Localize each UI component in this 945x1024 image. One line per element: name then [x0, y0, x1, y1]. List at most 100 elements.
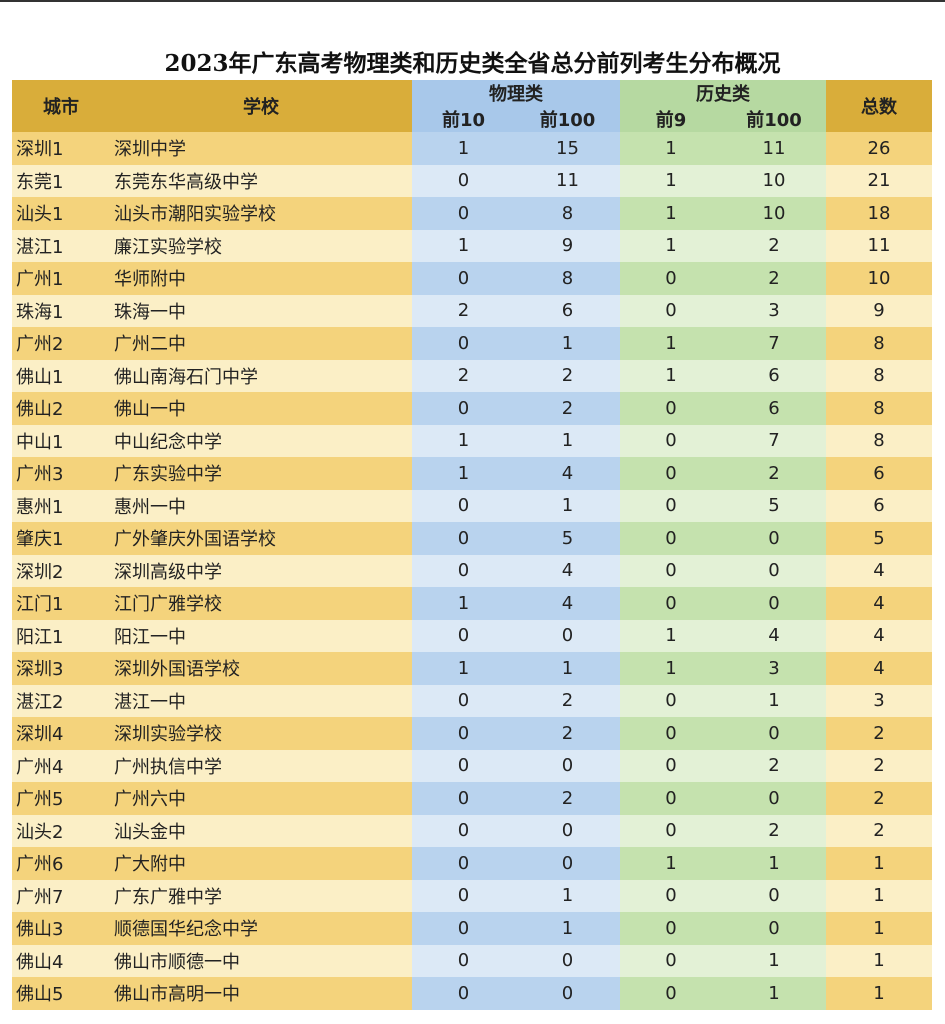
table-cell: 1 [620, 164, 722, 197]
table-cell: 1 [620, 652, 722, 685]
table-cell: 2 [515, 782, 620, 815]
table-row: 深圳3 深圳外国语学校 1 1 1 3 4 [12, 652, 932, 685]
table-cell: 广州二中 [110, 327, 412, 360]
table-cell: 0 [412, 684, 515, 717]
table-cell: 0 [620, 262, 722, 295]
table-row: 阳江1 阳江一中 0 0 1 4 4 [12, 619, 932, 652]
table-cell: 0 [412, 554, 515, 587]
table-cell: 广外肇庆外国语学校 [110, 522, 412, 555]
table-cell: 佛山1 [12, 359, 110, 392]
table: 城市 学校 物理类 历史类 总数 前10 前100 前9 前100 深圳1 深圳中… [12, 80, 932, 1010]
table-cell: 深圳3 [12, 652, 110, 685]
table-cell: 深圳高级中学 [110, 554, 412, 587]
table-cell: 1 [620, 197, 722, 230]
table-cell: 18 [826, 197, 932, 230]
table-cell: 0 [620, 392, 722, 425]
table-cell: 3 [826, 684, 932, 717]
table-cell: 4 [826, 619, 932, 652]
table-cell: 2 [826, 782, 932, 815]
header-cell: 前100 [515, 106, 620, 132]
table-cell: 0 [722, 912, 826, 945]
table-cell: 1 [826, 912, 932, 945]
table-row: 广州6 广大附中 0 0 1 1 1 [12, 847, 932, 880]
table-row: 珠海1 珠海一中 2 6 0 3 9 [12, 294, 932, 327]
table-cell: 1 [620, 847, 722, 880]
header-cell: 前9 [620, 106, 722, 132]
table-cell: 1 [515, 327, 620, 360]
table-cell: 0 [722, 587, 826, 620]
table-cell: 0 [412, 879, 515, 912]
table-cell: 0 [620, 554, 722, 587]
table-row: 深圳2 深圳高级中学 0 4 0 0 4 [12, 554, 932, 587]
table-cell: 6 [722, 392, 826, 425]
table-cell: 1 [620, 619, 722, 652]
table-row: 汕头2 汕头金中 0 0 0 2 2 [12, 814, 932, 847]
table-cell: 湛江一中 [110, 684, 412, 717]
table-cell: 0 [515, 847, 620, 880]
table-cell: 0 [620, 944, 722, 977]
table-cell: 2 [722, 262, 826, 295]
table-cell: 0 [620, 912, 722, 945]
table-cell: 1 [515, 912, 620, 945]
table-cell: 惠州1 [12, 489, 110, 522]
table-cell: 1 [412, 229, 515, 262]
table-cell: 2 [722, 229, 826, 262]
table-cell: 8 [826, 327, 932, 360]
table-cell: 0 [412, 164, 515, 197]
table-cell: 佛山4 [12, 944, 110, 977]
table-cell: 9 [515, 229, 620, 262]
table-cell: 8 [826, 424, 932, 457]
table-cell: 1 [412, 132, 515, 165]
table-cell: 广大附中 [110, 847, 412, 880]
table-cell: 4 [515, 587, 620, 620]
table-cell: 江门广雅学校 [110, 587, 412, 620]
table-row: 广州3 广东实验中学 1 4 0 2 6 [12, 457, 932, 490]
header-cell: 前100 [722, 106, 826, 132]
table-cell: 1 [515, 652, 620, 685]
table-cell: 1 [515, 879, 620, 912]
table-cell: 珠海一中 [110, 294, 412, 327]
table-cell: 广州3 [12, 457, 110, 490]
table-cell: 1 [722, 684, 826, 717]
table-cell: 8 [515, 197, 620, 230]
table-cell: 0 [515, 977, 620, 1010]
table-cell: 2 [826, 717, 932, 750]
table-row: 广州7 广东广雅中学 0 1 0 0 1 [12, 879, 932, 912]
table-cell: 1 [826, 847, 932, 880]
table-cell: 0 [722, 717, 826, 750]
table-cell: 广州5 [12, 782, 110, 815]
table-cell: 1 [620, 229, 722, 262]
table-cell: 0 [620, 684, 722, 717]
table-cell: 广州7 [12, 879, 110, 912]
table-cell: 佛山南海石门中学 [110, 359, 412, 392]
table-row: 深圳4 深圳实验学校 0 2 0 0 2 [12, 717, 932, 750]
table-row: 佛山2 佛山一中 0 2 0 6 8 [12, 392, 932, 425]
table-cell: 佛山一中 [110, 392, 412, 425]
table-cell: 4 [515, 554, 620, 587]
table-cell: 4 [826, 554, 932, 587]
table-cell: 佛山2 [12, 392, 110, 425]
table-cell: 15 [515, 132, 620, 165]
table-cell: 汕头1 [12, 197, 110, 230]
table-row: 惠州1 惠州一中 0 1 0 5 6 [12, 489, 932, 522]
table-cell: 2 [722, 814, 826, 847]
table-cell: 6 [826, 489, 932, 522]
table-cell: 7 [722, 327, 826, 360]
table-cell: 珠海1 [12, 294, 110, 327]
table-cell: 广州六中 [110, 782, 412, 815]
table-cell: 5 [826, 522, 932, 555]
table-cell: 佛山市高明一中 [110, 977, 412, 1010]
table-cell: 0 [412, 522, 515, 555]
table-cell: 深圳外国语学校 [110, 652, 412, 685]
table-cell: 4 [826, 652, 932, 685]
table-cell: 0 [620, 489, 722, 522]
table-cell: 0 [412, 912, 515, 945]
table-cell: 深圳2 [12, 554, 110, 587]
table-cell: 0 [412, 392, 515, 425]
table-cell: 5 [722, 489, 826, 522]
table-cell: 11 [722, 132, 826, 165]
table-cell: 10 [722, 164, 826, 197]
table-cell: 廉江实验学校 [110, 229, 412, 262]
table-row: 汕头1 汕头市潮阳实验学校 0 8 1 10 18 [12, 197, 932, 230]
